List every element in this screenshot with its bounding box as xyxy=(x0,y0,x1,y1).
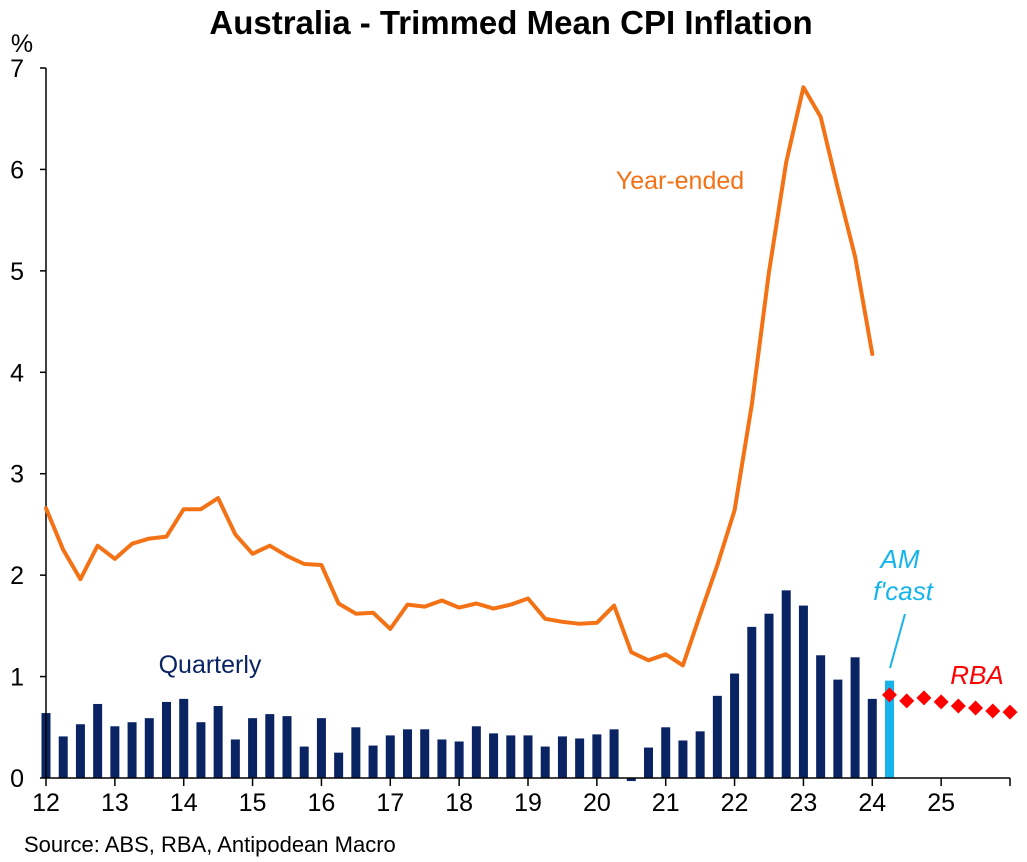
rba-point xyxy=(933,694,949,710)
rba-point xyxy=(882,687,897,703)
quarterly-bar xyxy=(592,734,602,778)
quarterly-bar xyxy=(747,626,757,778)
x-tick-label: 17 xyxy=(376,789,404,817)
x-tick-label: 22 xyxy=(721,789,749,817)
quarterly-bar xyxy=(385,735,395,778)
x-tick-label: 25 xyxy=(927,789,955,817)
rba-point xyxy=(899,693,915,709)
y-tick-label: 4 xyxy=(10,359,24,387)
source-note: Source: ABS, RBA, Antipodean Macro xyxy=(24,832,396,857)
quarterly-bar xyxy=(833,679,843,778)
quarterly-bar xyxy=(557,736,567,778)
y-tick-label: 7 xyxy=(10,55,24,83)
quarterly-label: Quarterly xyxy=(159,651,262,679)
quarterly-bar xyxy=(58,736,68,778)
quarterly-bar xyxy=(867,698,877,778)
rba-point xyxy=(916,690,932,706)
rba-label: RBA xyxy=(950,660,1003,690)
y-tick-label: 3 xyxy=(10,461,24,489)
quarterly-bar xyxy=(798,605,808,778)
quarterly-bar xyxy=(575,738,585,778)
quarterly-bar xyxy=(265,714,275,778)
quarterly-bar xyxy=(179,698,189,778)
quarterly-bar xyxy=(471,726,481,778)
rba-forecast-series xyxy=(882,687,1018,720)
quarterly-bar xyxy=(162,701,171,778)
quarterly-bar xyxy=(75,724,85,778)
x-tick-label: 13 xyxy=(101,789,129,817)
quarterly-bar xyxy=(316,718,326,778)
quarterly-bar xyxy=(144,718,154,778)
quarterly-bars xyxy=(41,590,894,782)
chart-title: Australia - Trimmed Mean CPI Inflation xyxy=(209,4,812,41)
quarterly-bar xyxy=(523,735,533,778)
x-tick-label: 19 xyxy=(514,789,542,817)
quarterly-bar xyxy=(437,739,447,778)
y-tick-label: 6 xyxy=(10,156,24,184)
x-tick-label: 18 xyxy=(445,789,473,817)
quarterly-bar xyxy=(712,695,722,778)
quarterly-bar xyxy=(454,741,464,778)
quarterly-bar xyxy=(661,727,671,778)
quarterly-bar xyxy=(609,729,619,778)
quarterly-bar xyxy=(626,778,636,782)
quarterly-bar xyxy=(850,657,860,778)
rba-point xyxy=(1002,704,1018,720)
rba-point xyxy=(968,700,984,716)
quarterly-bar xyxy=(695,731,705,778)
quarterly-bar xyxy=(816,655,826,778)
year-ended-series xyxy=(44,85,875,668)
axes xyxy=(40,67,1011,786)
quarterly-bar xyxy=(420,729,430,778)
quarterly-bar xyxy=(678,740,688,778)
forecast-label-line1: AM xyxy=(879,544,920,574)
year-ended-line xyxy=(44,85,875,668)
forecast-label-line2: f'cast xyxy=(873,576,935,606)
x-axis-tick-labels: 12 13 14 15 16 17 18 19 20 21 22 23 24 25 xyxy=(32,789,955,817)
rba-point xyxy=(950,698,966,714)
forecast-leader-line xyxy=(889,613,906,669)
quarterly-bar xyxy=(299,746,309,778)
quarterly-bar xyxy=(334,752,344,778)
year-ended-label: Year-ended xyxy=(616,167,744,195)
y-tick-label: 5 xyxy=(10,258,24,286)
quarterly-bar xyxy=(506,735,516,778)
x-tick-label: 12 xyxy=(32,789,60,817)
y-tick-label: 0 xyxy=(10,765,24,793)
quarterly-bar xyxy=(248,718,258,778)
quarterly-bar xyxy=(781,590,791,778)
rba-point xyxy=(985,703,1001,719)
quarterly-bar xyxy=(213,705,223,778)
y-axis-tick-labels: 0 1 2 3 4 5 6 7 xyxy=(10,55,24,793)
quarterly-bar xyxy=(368,745,378,778)
x-tick-label: 14 xyxy=(170,789,198,817)
y-tick-label: 2 xyxy=(10,562,24,590)
x-tick-label: 24 xyxy=(858,789,886,817)
x-tick-label: 23 xyxy=(790,789,818,817)
quarterly-bar xyxy=(540,746,550,778)
x-tick-label: 15 xyxy=(239,789,267,817)
quarterly-bar xyxy=(110,726,120,778)
quarterly-bar xyxy=(403,729,412,778)
quarterly-bar xyxy=(730,673,740,778)
y-axis-unit: % xyxy=(11,30,33,58)
quarterly-bar xyxy=(764,613,774,778)
quarterly-bar xyxy=(489,733,499,778)
quarterly-bar xyxy=(230,739,240,778)
quarterly-bar xyxy=(644,747,653,778)
quarterly-bar xyxy=(93,703,103,778)
x-tick-label: 16 xyxy=(308,789,336,817)
quarterly-bar xyxy=(127,722,137,778)
x-tick-label: 20 xyxy=(583,789,611,817)
quarterly-bar xyxy=(351,727,361,778)
forecast-bar xyxy=(885,680,894,778)
y-tick-label: 1 xyxy=(10,664,24,692)
quarterly-bar xyxy=(196,722,206,778)
x-tick-label: 21 xyxy=(652,789,680,817)
quarterly-bar xyxy=(282,716,292,778)
